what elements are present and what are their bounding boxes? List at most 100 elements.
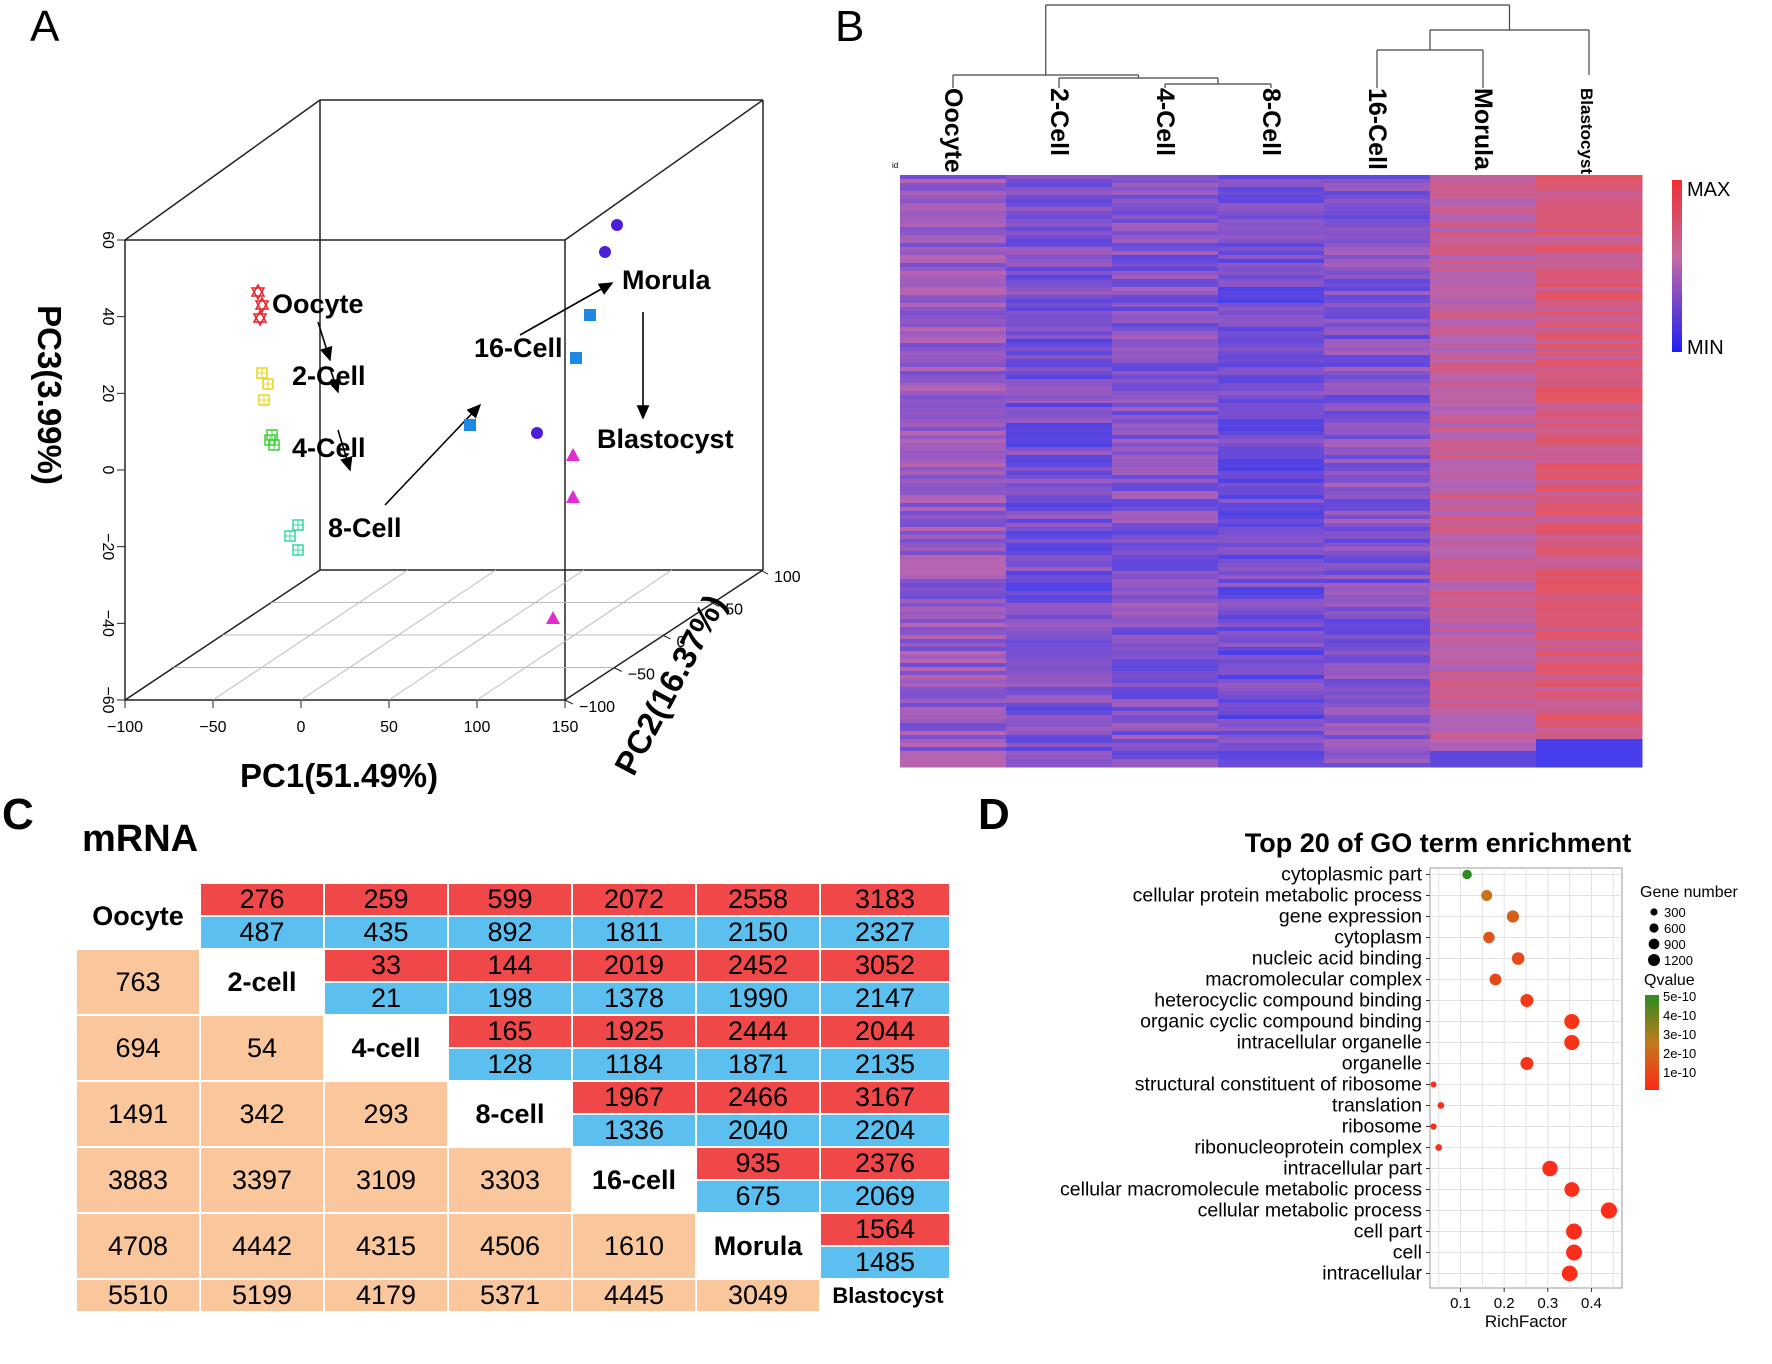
heatmap-cell [1324, 519, 1431, 524]
heatmap-cell [1536, 575, 1643, 580]
heatmap-cell [1430, 279, 1537, 284]
heatmap-cell [1324, 587, 1431, 592]
heatmap-cell [900, 691, 1007, 696]
heatmap-cell [900, 251, 1007, 256]
heatmap-cell [1006, 231, 1113, 236]
heatmap-cell [900, 363, 1007, 368]
heatmap-cell [1218, 735, 1325, 740]
heatmap-cell [1112, 615, 1219, 620]
heatmap-cell [1536, 371, 1643, 376]
heatmap-cell [900, 591, 1007, 596]
heatmap-cell [900, 195, 1007, 200]
heatmap-cell [1324, 379, 1431, 384]
upregulated-count-cell: 3052 [821, 950, 949, 981]
floor-grid-line [212, 569, 409, 701]
heatmap-cell [1324, 331, 1431, 336]
heatmap-cell [1218, 403, 1325, 408]
heatmap-cell [900, 571, 1007, 576]
heatmap-cell [1112, 175, 1219, 180]
heatmap-cell [1006, 719, 1113, 724]
heatmap-cell [1536, 679, 1643, 684]
heatmap-cell [1430, 415, 1537, 420]
heatmap-cell [1324, 611, 1431, 616]
heatmap-cell [1218, 699, 1325, 704]
stage-label-cell: 16-cell [573, 1148, 695, 1212]
shared-count-cell: 4445 [573, 1280, 695, 1311]
heatmap-cell [900, 311, 1007, 316]
heatmap-cell [900, 563, 1007, 568]
heatmap-cell [1006, 211, 1113, 216]
heatmap-cell [1006, 347, 1113, 352]
heatmap-cell [1006, 379, 1113, 384]
heatmap-cell [900, 411, 1007, 416]
heatmap-cell [1536, 331, 1643, 336]
heatmap-cell [1112, 267, 1219, 272]
heatmap-cell [900, 475, 1007, 480]
heatmap-cell [1430, 459, 1537, 464]
heatmap-cell [900, 671, 1007, 676]
heatmap-cell [1536, 231, 1643, 236]
heatmap-cell [900, 351, 1007, 356]
heatmap-cell [900, 495, 1007, 500]
pca-point [611, 219, 623, 231]
heatmap-cell [1112, 319, 1219, 324]
heatmap-cell [1218, 623, 1325, 628]
heatmap-cell [1006, 407, 1113, 412]
heatmap-cell [900, 427, 1007, 432]
heatmap-cell [900, 467, 1007, 472]
heatmap-cell [1536, 667, 1643, 672]
heatmap-cell [900, 687, 1007, 692]
heatmap-cell [1324, 707, 1431, 712]
heatmap-cell [1536, 755, 1643, 760]
heatmap-cell [1112, 595, 1219, 600]
heatmap-cell [1536, 703, 1643, 708]
downregulated-count-cell: 892 [449, 917, 571, 948]
heatmap-cell [1006, 663, 1113, 668]
heatmap-cell [1112, 439, 1219, 444]
heatmap-cell [1324, 491, 1431, 496]
stage-label: Blastocyst [597, 424, 734, 454]
heatmap-cell [1006, 487, 1113, 492]
heatmap-cell [1218, 319, 1325, 324]
heatmap-cell [1006, 647, 1113, 652]
heatmap-cell [1006, 291, 1113, 296]
heatmap-cell [1324, 403, 1431, 408]
heatmap-cell [1218, 703, 1325, 708]
heatmap-cell [1218, 223, 1325, 228]
heatmap-cell [900, 587, 1007, 592]
heatmap-cell [1536, 503, 1643, 508]
heatmap-cell [1218, 375, 1325, 380]
heatmap-cell [1218, 707, 1325, 712]
heatmap-cell [1006, 375, 1113, 380]
heatmap-cell [1430, 619, 1537, 624]
heatmap-cell [1536, 367, 1643, 372]
heatmap-cell [1536, 387, 1643, 392]
go-term-point [1481, 890, 1493, 901]
heatmap-cell [900, 575, 1007, 580]
heatmap-cell [900, 183, 1007, 188]
heatmap-cell [900, 527, 1007, 532]
heatmap-cell [1006, 463, 1113, 468]
heatmap-cell [1324, 583, 1431, 588]
heatmap-cell [1218, 259, 1325, 264]
shared-count-cell: 5371 [449, 1280, 571, 1311]
heatmap-cell [1218, 755, 1325, 760]
heatmap-cell [1218, 503, 1325, 508]
heatmap-cell [1430, 603, 1537, 608]
heatmap-cell [1324, 391, 1431, 396]
heatmap-cell [1112, 415, 1219, 420]
heatmap-cell [1430, 407, 1537, 412]
heatmap-cell [1112, 383, 1219, 388]
heatmap-cell [900, 371, 1007, 376]
downregulated-count-cell: 2040 [697, 1115, 819, 1146]
heatmap-cell [1536, 547, 1643, 552]
mrna-table-title: mRNA [82, 818, 199, 860]
heatmap-cell [1006, 595, 1113, 600]
heatmap-cell [1218, 351, 1325, 356]
heatmap-cell [1112, 255, 1219, 260]
heatmap-cell [1324, 623, 1431, 628]
heatmap-cell [1006, 643, 1113, 648]
heatmap-cell [1006, 491, 1113, 496]
pc2-tick-label: 0 [677, 634, 686, 651]
heatmap-cell [900, 407, 1007, 412]
